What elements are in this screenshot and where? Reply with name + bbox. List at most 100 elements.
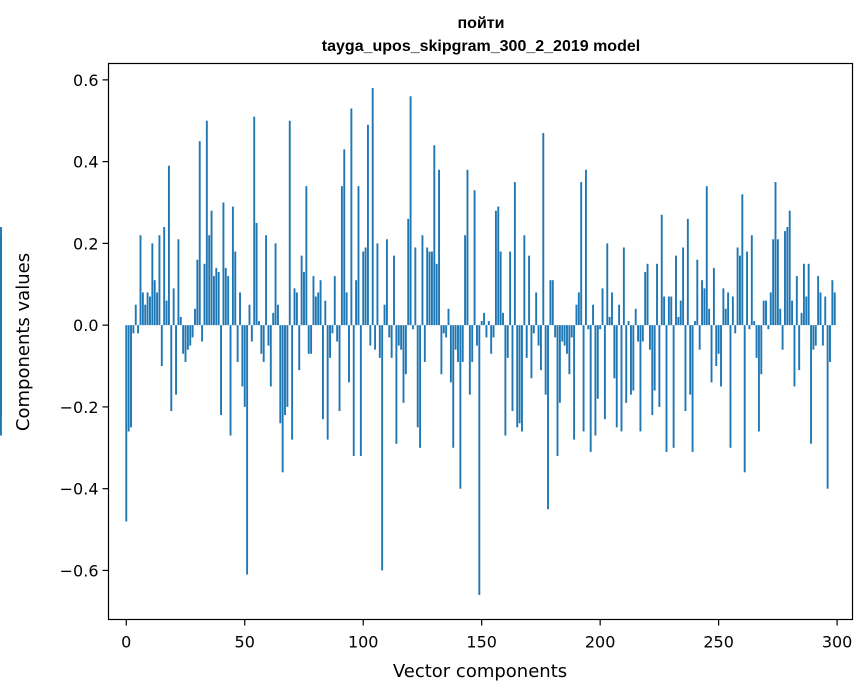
bar <box>172 288 175 326</box>
x-axis-ticks: 0 50 100 150 200 250 300 <box>121 619 852 652</box>
bar <box>255 222 258 326</box>
bar <box>300 255 303 326</box>
bar <box>561 325 564 342</box>
bar <box>397 325 400 346</box>
bar <box>613 325 616 379</box>
bar <box>250 325 253 342</box>
bar <box>653 325 656 391</box>
bar <box>542 133 545 326</box>
bar <box>487 321 490 326</box>
bar <box>0 308 2 326</box>
bar <box>203 263 206 326</box>
bar <box>127 325 130 432</box>
bar <box>343 149 346 326</box>
bar <box>627 321 630 326</box>
bar <box>511 325 514 411</box>
bar <box>615 325 618 428</box>
bar <box>454 325 457 350</box>
y-axis-ticks: −0.6 −0.4 −0.2 0.0 0.2 0.4 0.6 <box>60 71 109 580</box>
bar <box>684 325 687 411</box>
bar <box>693 321 696 326</box>
bar <box>589 325 592 452</box>
y-tick-label: 0.4 <box>73 153 98 172</box>
bar <box>262 325 265 362</box>
bar <box>357 186 360 326</box>
bar <box>573 325 576 440</box>
bar <box>364 247 367 326</box>
bar <box>558 325 561 403</box>
bar <box>177 239 180 326</box>
bar <box>625 325 628 403</box>
bar <box>701 280 703 326</box>
bar <box>618 304 621 326</box>
bar <box>788 210 791 326</box>
bar <box>703 288 706 326</box>
bar <box>179 316 182 326</box>
bar <box>205 120 208 326</box>
bar <box>646 263 649 326</box>
bar <box>817 276 820 326</box>
bar <box>535 292 538 326</box>
bar <box>293 288 296 326</box>
bar <box>0 243 2 326</box>
bar <box>497 206 500 326</box>
bar <box>682 247 685 326</box>
bar <box>715 325 718 367</box>
bar <box>506 325 509 358</box>
bar <box>407 218 410 326</box>
bar <box>329 325 331 358</box>
bar <box>340 186 343 326</box>
bar <box>243 325 246 407</box>
bar <box>582 325 585 432</box>
bar <box>814 325 817 346</box>
bar <box>599 325 602 330</box>
bar <box>317 292 320 326</box>
bar <box>229 325 232 436</box>
bar <box>284 325 286 416</box>
bar <box>466 169 469 326</box>
bar <box>720 325 722 387</box>
bar <box>644 272 647 326</box>
bar <box>269 325 272 387</box>
bar <box>727 292 730 326</box>
bar <box>691 325 694 452</box>
bar <box>641 325 644 342</box>
bar <box>307 325 310 354</box>
bar <box>274 243 277 326</box>
bar <box>170 325 173 411</box>
bar <box>651 325 654 416</box>
bar <box>480 321 483 326</box>
x-tick-label: 250 <box>703 633 734 652</box>
bar <box>765 300 767 326</box>
bar <box>435 263 438 326</box>
bar <box>333 276 336 326</box>
bar <box>821 325 824 346</box>
bar <box>686 218 689 326</box>
bar <box>660 214 663 326</box>
bar <box>566 325 568 354</box>
bar <box>670 296 673 326</box>
bar <box>146 292 149 326</box>
bar <box>303 272 305 326</box>
y-tick-label: −0.4 <box>60 480 99 499</box>
bar <box>829 325 831 362</box>
bar <box>698 325 701 350</box>
bar <box>710 325 713 383</box>
y-tick-label: 0.0 <box>73 316 98 335</box>
bar <box>457 325 459 362</box>
bar <box>606 243 609 326</box>
bar <box>298 325 301 371</box>
bar <box>570 325 573 338</box>
bar <box>367 124 369 326</box>
bar <box>419 325 422 448</box>
bar <box>452 325 455 448</box>
bar <box>433 145 436 326</box>
bar <box>819 292 822 326</box>
bar <box>672 325 675 448</box>
bar <box>831 280 834 326</box>
bar <box>201 325 204 342</box>
bar <box>414 247 417 326</box>
bar <box>158 235 161 326</box>
bar <box>532 325 535 334</box>
bar <box>665 325 668 452</box>
